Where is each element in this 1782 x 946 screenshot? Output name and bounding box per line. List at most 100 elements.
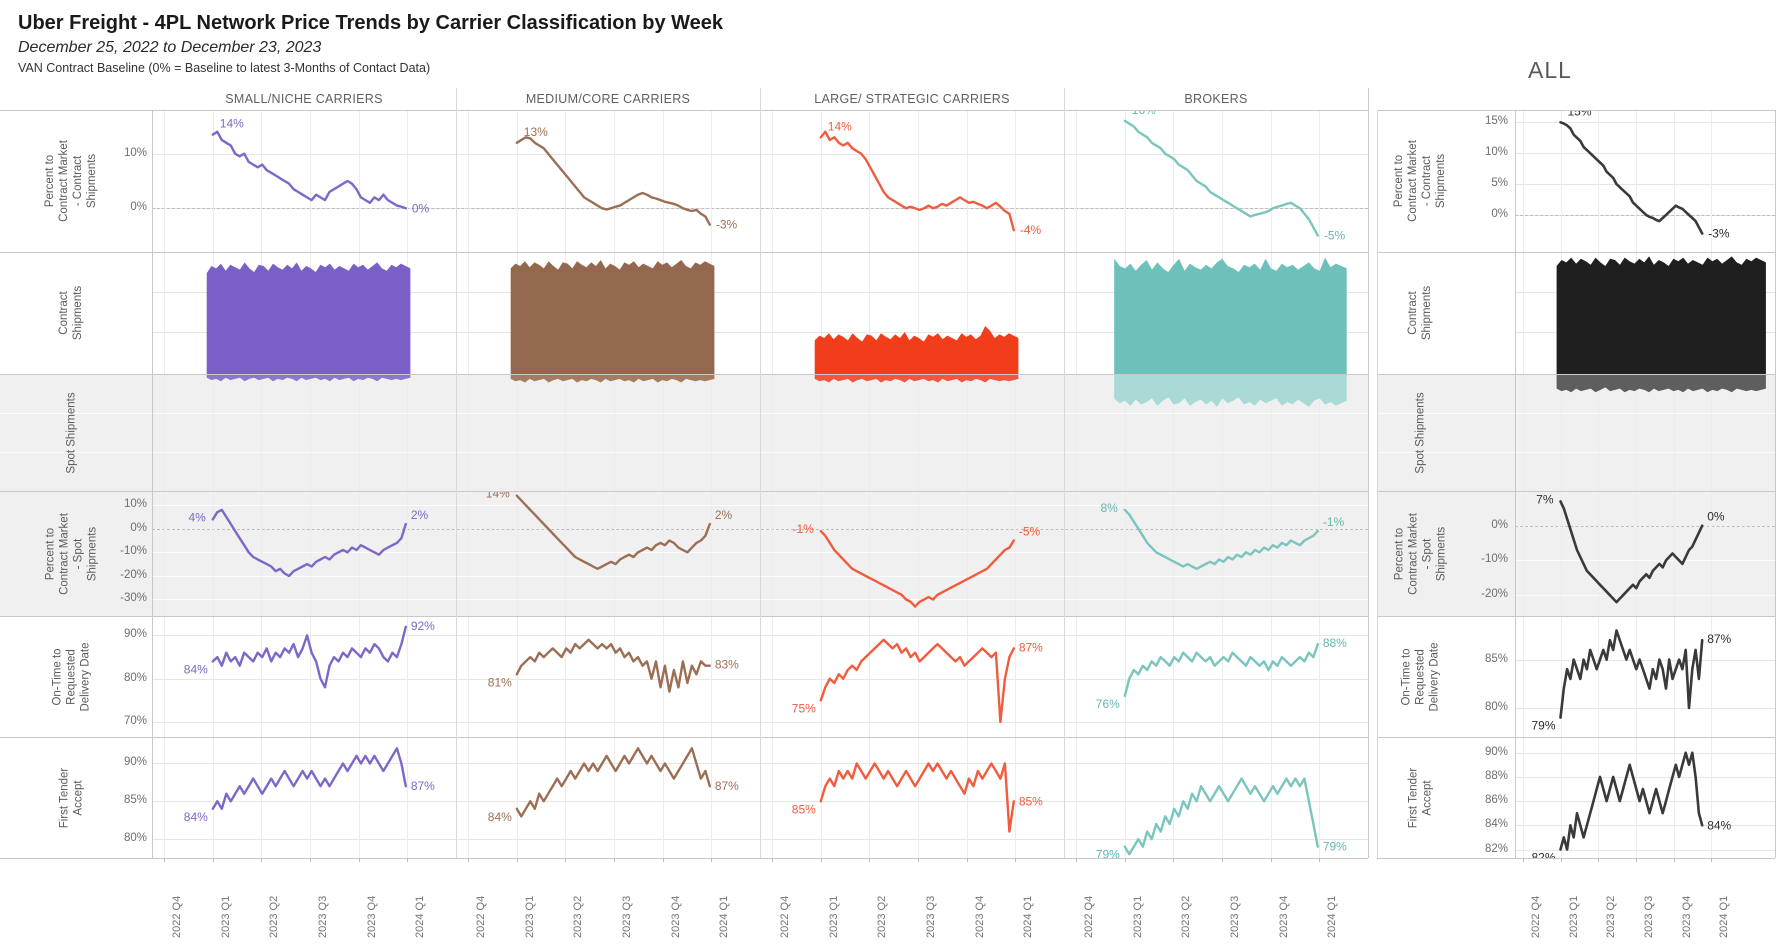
- annotation-start-otd-small: 84%: [184, 662, 208, 676]
- chart-cell-otd-brokers[interactable]: 76% 88%: [1064, 616, 1368, 737]
- all-row-label-line: Shipments: [1434, 153, 1447, 209]
- x-label-large-2: 2023 Q2: [876, 895, 889, 938]
- chart-cell-pct_spot-all[interactable]: 7% 0%: [1515, 491, 1775, 616]
- annotation-end-pct_contract-medium: -3%: [716, 218, 738, 232]
- x-tick-all-2: [1598, 858, 1600, 862]
- x-tick-all-1: [1560, 858, 1562, 862]
- all-row-label-line: Delivery Date: [1427, 641, 1440, 712]
- annotation-end-otd-brokers: 88%: [1323, 636, 1347, 650]
- x-tick-medium-3: [614, 858, 616, 862]
- all-row-label-line: Requested: [1414, 648, 1427, 705]
- annotation-start-pct_spot-brokers: 8%: [1100, 501, 1118, 515]
- row-label-line: Accept: [72, 779, 84, 816]
- annotation-end-fta-medium: 87%: [715, 779, 739, 793]
- row-label-contract_shipments: Contract Shipments: [32, 252, 112, 374]
- column-header-medium-core: MEDIUM/CORE CARRIERS: [525, 92, 691, 106]
- chart-cell-pct_spot-small[interactable]: 4% 2%: [152, 491, 456, 616]
- quarter-gridline-medium-4: [662, 110, 664, 858]
- chart-cell-contract_shipments-brokers[interactable]: [1064, 252, 1368, 374]
- gridline-all-pct_spot--20: [1515, 595, 1775, 597]
- annotation-start-pct_spot-all: 7%: [1536, 492, 1554, 506]
- row-label-line: Shipments: [85, 526, 98, 581]
- y-tick-pct_spot--10: -10%: [120, 545, 147, 558]
- chart-cell-spot_shipments-small[interactable]: [152, 374, 456, 491]
- annotation-start-otd-all: 79%: [1531, 719, 1555, 733]
- chart-cell-pct_spot-brokers[interactable]: 8% -1%: [1064, 491, 1368, 616]
- quarter-gridline-large-1: [820, 110, 822, 858]
- chart-cell-contract_shipments-all[interactable]: [1515, 252, 1775, 374]
- x-label-brokers-1: 2023 Q1: [1131, 895, 1144, 938]
- chart-cell-spot_shipments-medium[interactable]: [456, 374, 760, 491]
- x-label-medium-3: 2023 Q3: [621, 895, 634, 938]
- chart-cell-pct_contract-small[interactable]: 14% 0%: [152, 110, 456, 252]
- all-row-label-line: On-Time to: [1400, 647, 1413, 706]
- x-label-brokers-4: 2023 Q4: [1277, 895, 1290, 938]
- all-row-label-pct_spot: Percent to Contract Market - Spot Shipments: [1381, 491, 1461, 616]
- y-tick-otd-90: 90%: [123, 628, 147, 641]
- row-border-491-carriers: [0, 491, 1368, 492]
- chart-cell-otd-all[interactable]: 79% 87%: [1515, 616, 1775, 737]
- chart-cell-otd-small[interactable]: 84% 92%: [152, 616, 456, 737]
- quarter-gridline-large-4: [966, 110, 968, 858]
- y-tick-all-fta-82: 82%: [1484, 842, 1508, 855]
- all-row-label-line: Contract Market: [1407, 140, 1420, 222]
- chart-cell-pct_contract-brokers[interactable]: 16% -5%: [1064, 103, 1368, 252]
- panel-separator-1064: [1064, 88, 1065, 858]
- chart-cell-pct_spot-medium[interactable]: 14% 2%: [456, 487, 760, 616]
- x-tick-large-0: [772, 858, 774, 862]
- all-row-label-line: Percent to: [1393, 527, 1406, 580]
- annotation-start-pct_contract-medium: 13%: [524, 125, 548, 139]
- annotation-start-fta-large: 85%: [792, 802, 816, 816]
- chart-cell-spot_shipments-brokers[interactable]: [1064, 374, 1368, 491]
- row-border-252-carriers: [0, 252, 1368, 253]
- x-label-brokers-2: 2023 Q2: [1180, 895, 1193, 938]
- chart-cell-pct_contract-large[interactable]: 14% -4%: [760, 110, 1064, 252]
- annotation-end-pct_contract-brokers: -5%: [1324, 229, 1346, 243]
- gridline-all-pct_contract-15: [1515, 122, 1775, 124]
- chart-cell-spot_shipments-all[interactable]: [1515, 374, 1775, 491]
- row-label-line: Delivery Date: [78, 641, 91, 712]
- quarter-gridline-small-3: [310, 110, 312, 858]
- row-label-line: Requested: [65, 648, 78, 705]
- chart-cell-fta-medium[interactable]: 84% 87%: [456, 737, 760, 858]
- x-tick-brokers-5: [1319, 858, 1321, 862]
- x-label-medium-0: 2022 Q4: [475, 895, 488, 938]
- quarter-gridline-medium-5: [711, 110, 713, 858]
- gridline-all-fta-90: [1515, 752, 1775, 754]
- chart-cell-fta-large[interactable]: 85% 85%: [760, 737, 1064, 858]
- quarter-gridline-medium-1: [516, 110, 518, 858]
- chart-cell-contract_shipments-medium[interactable]: [456, 252, 760, 374]
- gridline-all-fta-82: [1515, 849, 1775, 851]
- gridline-all-pct_spot--10: [1515, 560, 1775, 562]
- x-tick-brokers-2: [1173, 858, 1175, 862]
- annotation-start-otd-brokers: 76%: [1096, 697, 1120, 711]
- chart-cell-spot_shipments-large[interactable]: [760, 374, 1064, 491]
- quarter-gridline-small-5: [407, 110, 409, 858]
- chart-cell-fta-brokers[interactable]: 79% 79%: [1064, 737, 1368, 862]
- all-row-label-contract_shipments: Contract Shipments: [1381, 252, 1461, 374]
- quarter-gridline-all-3: [1635, 110, 1637, 858]
- y-tick-pct_spot--20: -20%: [120, 568, 147, 581]
- all-row-label-line: Accept: [1421, 779, 1433, 816]
- x-tick-all-3: [1635, 858, 1637, 862]
- quarter-gridline-all-1: [1560, 110, 1562, 858]
- chart-cell-fta-small[interactable]: 84% 87%: [152, 737, 456, 858]
- x-label-brokers-0: 2022 Q4: [1083, 895, 1096, 938]
- quarter-gridline-brokers-4: [1270, 110, 1272, 858]
- chart-cell-pct_contract-medium[interactable]: 13% -3%: [456, 110, 760, 252]
- y-tick-all-pct_spot--20: -20%: [1481, 588, 1508, 601]
- chart-cell-contract_shipments-large[interactable]: [760, 252, 1064, 374]
- chart-cell-otd-large[interactable]: 75% 87%: [760, 616, 1064, 737]
- chart-cell-otd-medium[interactable]: 81% 83%: [456, 616, 760, 737]
- x-label-all-1: 2023 Q1: [1567, 895, 1580, 938]
- x-tick-small-4: [358, 858, 360, 862]
- chart-cell-pct_contract-all[interactable]: 15% -3%: [1515, 104, 1775, 252]
- column-header-small-niche: SMALL/NICHE CARRIERS: [225, 92, 383, 106]
- chart-cell-pct_spot-large[interactable]: -1% -5%: [760, 491, 1064, 616]
- row-label-line: Shipments: [85, 153, 98, 209]
- x-label-all-2: 2023 Q2: [1605, 895, 1618, 938]
- row-label-line: Spot Shipments: [65, 391, 78, 474]
- chart-cell-contract_shipments-small[interactable]: [152, 252, 456, 374]
- chart-cell-fta-all[interactable]: 82% 84%: [1515, 737, 1775, 865]
- all-label-left-border: [1377, 110, 1378, 858]
